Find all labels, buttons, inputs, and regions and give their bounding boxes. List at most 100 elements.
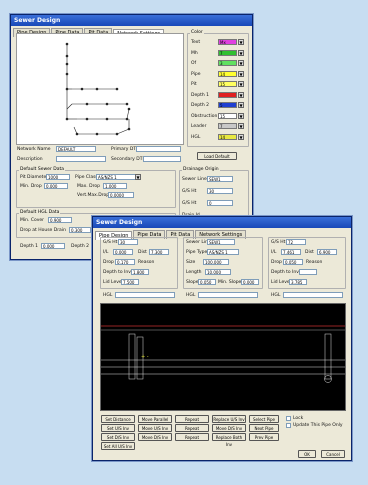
- us-lid-field[interactable]: 7.500: [121, 279, 139, 285]
- action-button[interactable]: Select Pipe: [249, 415, 279, 423]
- action-button[interactable]: Next Pipe: [249, 424, 279, 432]
- chevron-down-icon[interactable]: ▼: [238, 60, 244, 66]
- gs-field[interactable]: 0: [207, 200, 233, 206]
- min-cover-field[interactable]: 0.900: [48, 217, 72, 223]
- action-button[interactable]: Set All U/S Inv: [101, 442, 135, 450]
- network-preview-panel: [16, 33, 184, 145]
- color-swatch[interactable]: 15: [218, 81, 237, 87]
- length-field[interactable]: 10.000: [205, 269, 231, 275]
- primary-dtm-field[interactable]: [136, 146, 181, 152]
- action-button[interactable]: Replace Both Inv: [212, 433, 246, 447]
- ok-button[interactable]: OK: [298, 450, 316, 458]
- tab-pipe-data[interactable]: Pipe Data: [133, 230, 166, 239]
- tab-network-settings[interactable]: Network Settings: [195, 230, 247, 239]
- action-button[interactable]: Repeat: [175, 424, 209, 432]
- color-swatch[interactable]: Mx: [218, 39, 237, 45]
- action-button[interactable]: Set Distance: [101, 415, 135, 423]
- us-drop-field[interactable]: 0.170: [115, 259, 135, 265]
- pipe-class-dropdown-icon[interactable]: ▼: [135, 174, 141, 180]
- description-label: Description: [17, 157, 43, 162]
- color-swatch[interactable]: 15: [218, 112, 237, 119]
- chevron-down-icon[interactable]: ▼: [238, 112, 244, 119]
- action-button[interactable]: Move D/S Inv: [138, 433, 172, 441]
- color-swatch[interactable]: 14: [218, 70, 237, 77]
- description-field[interactable]: [56, 156, 106, 162]
- color-swatch[interactable]: 7: [218, 123, 237, 129]
- action-button[interactable]: Move D/S Inv: [212, 424, 246, 432]
- sewer-line-field[interactable]: SEW1: [207, 239, 235, 245]
- chevron-down-icon[interactable]: ▼: [238, 70, 244, 77]
- pipe-class-select[interactable]: AS/NZS 1: [96, 174, 136, 180]
- max-drop-field[interactable]: 1.000: [103, 183, 127, 189]
- color-row-label: Text: [191, 40, 201, 45]
- pit-diameter-field[interactable]: 1000: [46, 174, 70, 180]
- us-dist-field[interactable]: 7.300: [149, 249, 169, 255]
- color-row-label: HGL: [191, 134, 201, 140]
- chevron-down-icon[interactable]: ▼: [238, 123, 244, 129]
- ds-gs-label: G/S Ht: [271, 240, 286, 245]
- secondary-dtm-field[interactable]: [143, 156, 181, 162]
- pipe-hgl-field[interactable]: [198, 292, 258, 298]
- depth1-field[interactable]: 0.000: [41, 243, 65, 249]
- lock-checkbox[interactable]: [286, 416, 291, 421]
- action-button[interactable]: Move Parallel: [138, 415, 172, 423]
- drop-house-field[interactable]: 0.300: [69, 227, 91, 233]
- action-button[interactable]: Set U/S Inv: [101, 424, 135, 432]
- ds-hgl-field[interactable]: [283, 292, 343, 298]
- action-button[interactable]: Replace U/S Inv: [212, 415, 246, 423]
- action-button[interactable]: Prev Pipe: [249, 433, 279, 441]
- action-button[interactable]: Repeat: [175, 415, 209, 423]
- ch-field[interactable]: 30: [207, 188, 233, 194]
- update-checkbox[interactable]: [286, 423, 291, 428]
- us-depth-field[interactable]: 1.800: [131, 269, 149, 275]
- color-swatch[interactable]: 7: [218, 49, 237, 56]
- size-field[interactable]: 100.000: [203, 259, 229, 265]
- us-hgl-field[interactable]: [115, 292, 175, 298]
- network-name-field[interactable]: DEFAULT: [56, 146, 96, 152]
- tab-pipe-design[interactable]: Pipe Design: [95, 231, 133, 240]
- drop-house-label: Drop at House Drain: [20, 228, 66, 233]
- ds-dist-field[interactable]: 6.900: [317, 249, 337, 255]
- color-swatch[interactable]: 3: [218, 60, 237, 66]
- depth2-label: Depth 2: [71, 244, 89, 249]
- action-button[interactable]: Set D/S Inv: [101, 433, 135, 441]
- us-dist-label: Dist: [138, 250, 147, 255]
- chevron-down-icon[interactable]: ▼: [238, 49, 244, 56]
- vert-max-drop-field[interactable]: 0.0000: [108, 192, 134, 198]
- action-button[interactable]: Repeat: [175, 433, 209, 441]
- min-drop-field[interactable]: 0.000: [44, 183, 68, 189]
- secondary-dtm-label: Secondary DTM: [111, 157, 147, 162]
- network-preview-graphic: [65, 42, 131, 136]
- chevron-down-icon[interactable]: ▼: [238, 102, 244, 108]
- slope-field[interactable]: 0.050: [198, 279, 216, 285]
- load-default-button[interactable]: Load Default: [197, 152, 237, 160]
- chevron-down-icon[interactable]: ▼: [238, 81, 244, 87]
- ds-gs-field[interactable]: 72: [286, 239, 306, 245]
- us-il-field[interactable]: 0.000: [113, 249, 133, 255]
- chevron-down-icon[interactable]: ▼: [238, 39, 244, 45]
- default-hgl-title: Default HGL Data: [19, 210, 61, 215]
- cancel-button[interactable]: Cancel: [321, 450, 345, 458]
- ds-lid-field[interactable]: 3.785: [289, 279, 307, 285]
- color-swatch[interactable]: 5: [218, 102, 237, 108]
- chevron-down-icon[interactable]: ▼: [238, 133, 244, 140]
- us-gs-field[interactable]: 30: [118, 239, 138, 245]
- chevron-down-icon[interactable]: ▼: [238, 91, 244, 98]
- ds-drop-field[interactable]: 0.050: [283, 259, 303, 265]
- window2-titlebar[interactable]: Sewer Design: [93, 217, 351, 228]
- sewer-line-field[interactable]: SEW1: [207, 176, 233, 182]
- action-button[interactable]: Move U/S Inv: [138, 424, 172, 432]
- tab-pit-data[interactable]: Pit Data: [166, 230, 195, 239]
- pipe-type-field[interactable]: AS/NZS 1: [207, 249, 239, 255]
- color-swatch[interactable]: 14: [218, 133, 237, 140]
- long-section-view[interactable]: + -: [100, 303, 346, 411]
- window1-titlebar[interactable]: Sewer Design: [11, 15, 252, 26]
- min-slope-field[interactable]: 0.000: [241, 279, 259, 285]
- pipe-hgl-label: HGL: [186, 293, 196, 298]
- color-swatch[interactable]: [218, 91, 237, 98]
- sewer-line-label: Sewer Line: [186, 240, 211, 245]
- ds-il-field[interactable]: 7.461: [281, 249, 301, 255]
- ds-depth-field[interactable]: [299, 269, 317, 275]
- length-label: Length: [186, 270, 202, 275]
